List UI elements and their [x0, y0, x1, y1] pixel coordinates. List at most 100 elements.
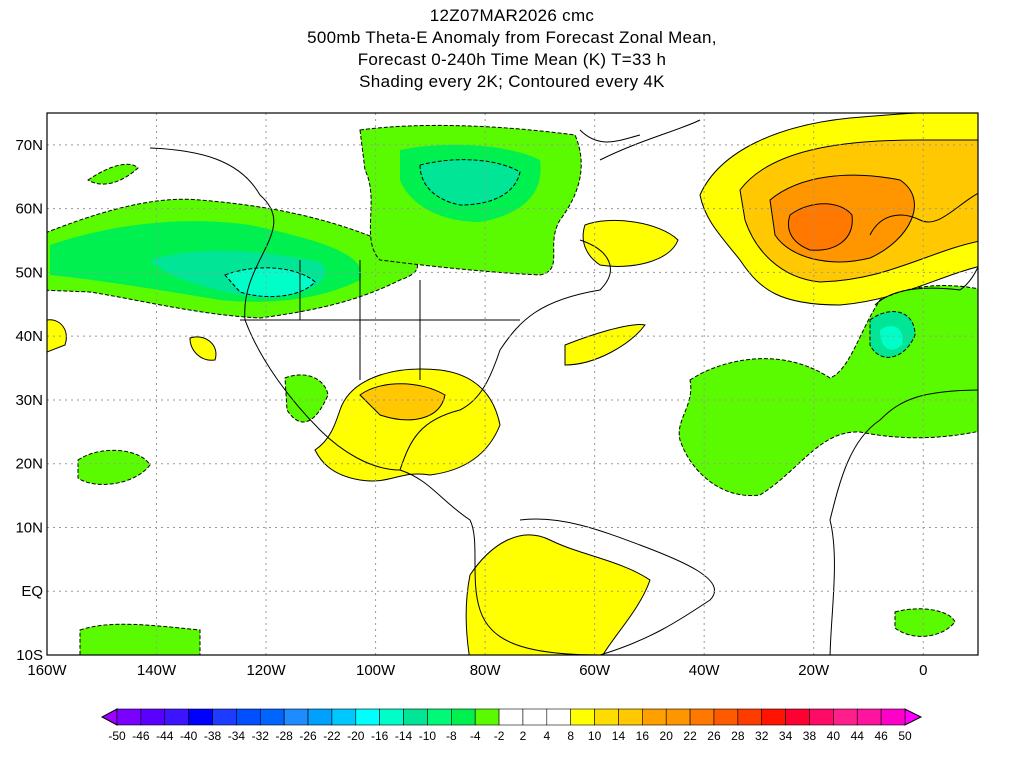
lat-tick-label: 60N [15, 201, 43, 218]
colorbar-swatch [761, 708, 786, 726]
colorbar-swatch [594, 708, 619, 726]
colorbar-label: -8 [446, 729, 457, 743]
americas-east-coast [399, 239, 611, 471]
positive-anomaly-s-america [465, 534, 651, 655]
lat-tick-label: EQ [21, 583, 43, 600]
colorbar-swatch [642, 708, 667, 726]
colorbar-swatch [331, 708, 357, 726]
colorbar-swatch [689, 708, 715, 726]
colorbar-swatch [833, 708, 858, 726]
colorbar-swatch [259, 708, 285, 726]
colorbar-swatch [379, 708, 404, 726]
colorbar-swatch [403, 708, 428, 726]
lat-tick-label: 10S [16, 647, 43, 664]
lon-tick-label: 140W [137, 662, 177, 679]
lat-tick-label: 50N [15, 264, 43, 281]
colorbar-label: 26 [707, 729, 721, 743]
us-state-borders [240, 260, 520, 380]
colorbar-label: -46 [132, 729, 150, 743]
lon-tick-label: 80W [470, 662, 502, 679]
lon-tick-label: 0 [919, 662, 927, 679]
colorbar-label: -38 [204, 729, 222, 743]
colorbar-label: 16 [636, 729, 650, 743]
colorbar-label: 10 [588, 729, 602, 743]
colorbar-label: -22 [323, 729, 341, 743]
negative-anomaly-alaska [87, 163, 139, 185]
colorbar-swatch [283, 708, 309, 726]
colorbar-swatch [355, 708, 380, 726]
colorbar-label: 22 [683, 729, 697, 743]
positive-anomaly-gulf [314, 368, 501, 482]
title-line-1: 12Z07MAR2026 cmc [429, 6, 595, 25]
colorbar-label: 20 [660, 729, 674, 743]
colorbar-label: -4 [470, 729, 481, 743]
colorbar-label: -44 [156, 729, 174, 743]
colorbar-label: 28 [731, 729, 745, 743]
axis-ticks: 160W 140W 120W 100W 80W 60W 40W 20W 0 70N 60N 50N 40… [15, 137, 927, 679]
colorbar-label: -20 [347, 729, 365, 743]
lon-tick-label: 20W [798, 662, 830, 679]
colorbar-label: -32 [252, 729, 270, 743]
title-line-3: Forecast 0-240h Time Mean (K) T=33 h [357, 50, 667, 69]
colorbar-max-arrow [904, 708, 923, 726]
colorbar-swatch [737, 708, 763, 726]
colorbar-swatch [116, 708, 142, 726]
coastlines [149, 119, 978, 655]
anomaly-shading [47, 113, 978, 655]
colorbar-swatch [474, 708, 500, 726]
colorbar-label: 34 [779, 729, 793, 743]
negative-anomaly-s-pacific [79, 623, 201, 655]
colorbar-swatch [212, 708, 237, 726]
lat-tick-label: 30N [15, 392, 43, 409]
british-isles-coast [869, 192, 978, 236]
colorbar-swatch [522, 708, 548, 726]
colorbar-label: -2 [494, 729, 505, 743]
colorbar-label: 8 [567, 729, 574, 743]
lat-tick-label: 10N [15, 519, 43, 536]
iberia-coast [874, 266, 978, 306]
greenland-coast [579, 119, 701, 161]
negative-anomaly-gulf-of-guinea [894, 608, 956, 637]
colorbar-label: -10 [419, 729, 437, 743]
colorbar-label: 14 [612, 729, 626, 743]
colorbar-label: 50 [898, 729, 912, 743]
title-line-4: Shading every 2K; Contoured every 4K [359, 72, 665, 91]
positive-anomaly-newfoundland [582, 219, 679, 267]
colorbar-swatch [236, 708, 261, 726]
colorbar-swatch [785, 708, 810, 726]
colorbar-swatch [856, 708, 882, 726]
positive-anomaly-ne-atlantic-center [787, 203, 853, 251]
negative-anomaly-hawaii [77, 449, 151, 485]
negative-anomaly-baja [284, 374, 329, 423]
lon-tick-label: 100W [356, 662, 396, 679]
positive-anomaly-w-atlantic [564, 324, 646, 366]
colorbar-swatch [451, 708, 476, 726]
lon-tick-label: 120W [246, 662, 286, 679]
positive-anomaly-e-pacific [189, 336, 217, 361]
lat-tick-label: 70N [15, 137, 43, 154]
africa-coast [829, 389, 978, 655]
colorbar-swatch [713, 708, 739, 726]
colorbar-swatch [546, 708, 571, 726]
colorbar-label: 2 [520, 729, 527, 743]
colorbar-swatch [570, 708, 595, 726]
negative-anomaly-iberia-center [880, 325, 903, 350]
colorbar-label: 32 [755, 729, 769, 743]
colorbar-swatch [140, 708, 166, 726]
americas-west-coast [149, 147, 716, 655]
colorbar-swatch [164, 708, 189, 726]
negative-anomaly-hudson-core [419, 159, 521, 206]
colorbar-swatch [665, 708, 691, 726]
lat-tick-label: 20N [15, 456, 43, 473]
colorbar-label: 46 [874, 729, 888, 743]
colorbar-swatch [880, 708, 906, 726]
colorbar-label: 4 [543, 729, 550, 743]
colorbar-label: -14 [395, 729, 413, 743]
colorbar-swatch [618, 708, 643, 726]
colorbar-label: -28 [275, 729, 293, 743]
colorbar-min-arrow [100, 708, 118, 726]
colorbar-label: -50 [108, 729, 126, 743]
colorbar-label: -26 [299, 729, 317, 743]
